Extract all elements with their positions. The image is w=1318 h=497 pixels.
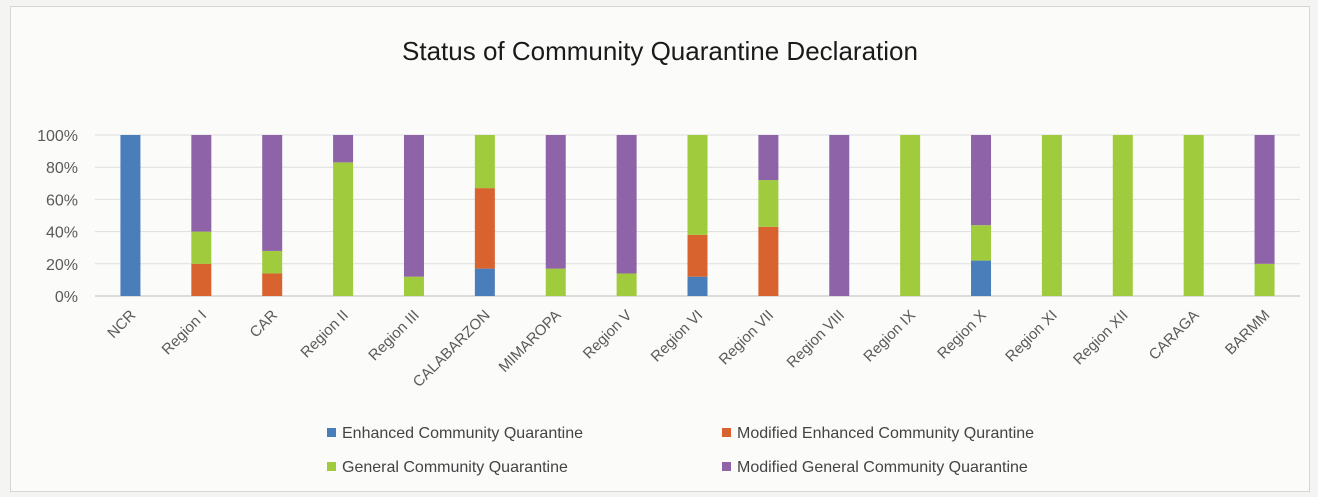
- x-tick-label: BARMM: [1222, 307, 1274, 359]
- x-tick-label: Region VIII: [784, 307, 849, 372]
- x-tick-label: CARAGA: [1146, 307, 1203, 364]
- bar-segment: [262, 135, 283, 251]
- legend-label: Enhanced Community Quarantine: [342, 425, 583, 442]
- y-tick-label: 0%: [55, 289, 78, 306]
- bar-segment: [474, 135, 495, 189]
- y-tick-label: 100%: [37, 128, 78, 145]
- y-tick-label: 60%: [46, 192, 78, 209]
- bars: [120, 135, 1275, 296]
- x-tick-label: Region XI: [1002, 307, 1061, 366]
- x-tick-label: MIMAROPA: [496, 307, 565, 376]
- bar-segment: [687, 135, 708, 235]
- bar-segment: [403, 135, 424, 277]
- bar-segment: [403, 276, 424, 296]
- bar-segment: [545, 268, 566, 296]
- bar-segment: [971, 225, 992, 261]
- x-axis-ticks: NCR Region I CAR Region II Region IIICALABAR…: [104, 307, 1273, 391]
- bar-segment: [474, 188, 495, 269]
- x-tick-label: Region IX: [860, 307, 919, 366]
- x-tick-label: Region V: [580, 307, 636, 363]
- legend: Enhanced Community Quarantine Modified En…: [327, 425, 1034, 476]
- bar-segment: [829, 135, 850, 296]
- x-tick-label: Region XII: [1070, 307, 1132, 369]
- bar-segment: [1254, 135, 1275, 264]
- legend-swatch: [327, 428, 336, 437]
- x-tick-label: NCR: [104, 307, 139, 342]
- y-tick-label: 20%: [46, 257, 78, 274]
- bar-segment: [474, 268, 495, 296]
- x-tick-label: Region II: [297, 307, 351, 361]
- legend-label: Modified General Community Quarantine: [737, 459, 1028, 476]
- bar-segment: [545, 135, 566, 269]
- legend-label: Modified Enhanced Community Qurantine: [737, 425, 1034, 442]
- bar-segment: [120, 135, 141, 296]
- x-tick-label: Region VII: [716, 307, 778, 369]
- x-tick-label: Region III: [365, 307, 422, 364]
- bar-segment: [687, 234, 708, 277]
- bar-segment: [1112, 135, 1133, 296]
- bar-segment: [758, 135, 779, 181]
- bar-segment: [1183, 135, 1204, 296]
- legend-swatch: [722, 428, 731, 437]
- bar-segment: [1041, 135, 1062, 296]
- bar-segment: [262, 250, 283, 274]
- bar-segment: [333, 162, 354, 296]
- chart-title: Status of Community Quarantine Declarati…: [402, 36, 918, 66]
- bar-segment: [616, 135, 637, 274]
- x-tick-label: Region I: [159, 307, 211, 359]
- legend-label: General Community Quarantine: [342, 459, 568, 476]
- bar-segment: [333, 135, 354, 163]
- bar-segment: [191, 231, 212, 264]
- bar-segment: [971, 135, 992, 226]
- bar-segment: [262, 273, 283, 296]
- bar-segment: [191, 263, 212, 296]
- legend-swatch: [327, 462, 336, 471]
- y-tick-label: 40%: [46, 225, 78, 242]
- bar-segment: [971, 260, 992, 296]
- x-tick-label: CAR: [247, 307, 282, 342]
- y-axis-ticks: 0% 20% 40% 60% 80% 100%: [37, 128, 78, 306]
- legend-swatch: [722, 462, 731, 471]
- bar-segment: [758, 180, 779, 227]
- bar-segment: [1254, 263, 1275, 296]
- x-tick-label: Region VI: [648, 307, 707, 366]
- y-tick-label: 80%: [46, 160, 78, 177]
- x-tick-label: CALABARZON: [410, 307, 494, 391]
- bar-segment: [758, 226, 779, 296]
- bar-segment: [616, 273, 637, 296]
- chart-frame: [10, 6, 1310, 492]
- bar-segment: [687, 276, 708, 296]
- bar-segment: [900, 135, 921, 296]
- x-tick-label: Region X: [934, 307, 990, 363]
- bar-segment: [191, 135, 212, 232]
